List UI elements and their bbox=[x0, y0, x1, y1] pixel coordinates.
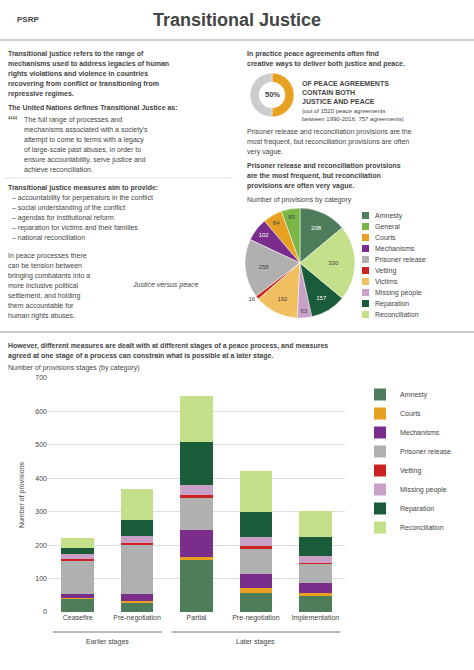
svg-text:The United Nations defines Tra: The United Nations defines Transitional … bbox=[8, 104, 178, 111]
svg-text:(out of 1520 peace agreements: (out of 1520 peace agreements bbox=[302, 108, 385, 114]
svg-text:ensure accountability, serve j: ensure accountability, serve justice and bbox=[24, 156, 146, 164]
svg-text:Mechanisms: Mechanisms bbox=[400, 429, 440, 436]
svg-text:16: 16 bbox=[248, 296, 255, 302]
svg-text:Number of provisions: Number of provisions bbox=[18, 461, 26, 528]
svg-text:Partial: Partial bbox=[187, 614, 207, 621]
svg-text:83: 83 bbox=[288, 214, 295, 220]
svg-text:attempt to come to terms with: attempt to come to terms with a legacy bbox=[24, 136, 144, 144]
svg-text:creative ways to deliver both: creative ways to deliver both justice an… bbox=[247, 60, 405, 68]
svg-text:very vague.: very vague. bbox=[247, 148, 283, 156]
svg-text:Number of provisions by catego: Number of provisions by category bbox=[247, 196, 352, 204]
svg-text:600: 600 bbox=[35, 408, 47, 415]
svg-text:Reconciliation: Reconciliation bbox=[400, 524, 444, 531]
svg-text:700: 700 bbox=[35, 374, 47, 381]
svg-text:are the most frequent, but rec: are the most frequent, but reconciliatio… bbox=[247, 172, 381, 180]
svg-text:OF PEACE AGREEMENTS: OF PEACE AGREEMENTS bbox=[302, 80, 389, 87]
svg-text:CONTAIN BOTH: CONTAIN BOTH bbox=[302, 89, 355, 96]
svg-text:repressive regimes.: repressive regimes. bbox=[8, 90, 74, 98]
svg-text:between 1990-2016, 757 agreeme: between 1990-2016, 757 agreements) bbox=[302, 116, 404, 122]
svg-text:84: 84 bbox=[273, 220, 280, 226]
svg-text:500: 500 bbox=[35, 441, 47, 448]
svg-text:Justice versus peace: Justice versus peace bbox=[132, 281, 198, 289]
svg-text:63: 63 bbox=[300, 308, 307, 314]
svg-text:192: 192 bbox=[277, 296, 288, 302]
svg-text:mechanisms used to address leg: mechanisms used to address legacies of h… bbox=[8, 60, 169, 68]
svg-text:– national reconciliation: – national reconciliation bbox=[12, 234, 85, 241]
svg-text:settlement, and holding: settlement, and holding bbox=[8, 292, 80, 300]
svg-text:208: 208 bbox=[311, 225, 322, 231]
svg-text:Mechanisms: Mechanisms bbox=[375, 245, 415, 252]
svg-text:Prisoner release and reconcili: Prisoner release and reconciliation prov… bbox=[247, 128, 412, 136]
svg-text:more inclusive political: more inclusive political bbox=[8, 282, 78, 290]
svg-text:300: 300 bbox=[35, 508, 47, 515]
svg-text:rights violations and violence: rights violations and violence in countr… bbox=[8, 70, 148, 78]
svg-text:recovering from conflict or tr: recovering from conflict or transitionin… bbox=[8, 80, 159, 88]
svg-text:However, different measures ar: However, different measures are dealt wi… bbox=[8, 342, 328, 350]
svg-text:Reconciliation: Reconciliation bbox=[375, 311, 419, 318]
svg-text:most frequent, but reconciliat: most frequent, but reconciliation provis… bbox=[247, 138, 409, 146]
svg-text:Transitional justice refers to: Transitional justice refers to the range… bbox=[8, 50, 144, 58]
svg-text:provisions are often very vagu: provisions are often very vague. bbox=[247, 182, 354, 190]
svg-text:Amnesty: Amnesty bbox=[400, 391, 428, 399]
svg-text:– social understanding of the: – social understanding of the conflict bbox=[12, 204, 125, 212]
svg-text:Later stages: Later stages bbox=[236, 638, 275, 646]
svg-text:Prisoner release: Prisoner release bbox=[375, 256, 426, 263]
svg-text:can be tension between: can be tension between bbox=[8, 262, 82, 269]
svg-text:Vetting: Vetting bbox=[400, 467, 422, 475]
svg-text:Amnesty: Amnesty bbox=[375, 212, 403, 220]
svg-text:Reparation: Reparation bbox=[400, 505, 434, 513]
svg-text:Vetting: Vetting bbox=[375, 267, 397, 275]
svg-text:Courts: Courts bbox=[375, 234, 396, 241]
svg-text:0: 0 bbox=[43, 608, 47, 615]
svg-text:Pre-negotiation: Pre-negotiation bbox=[232, 614, 280, 622]
svg-text:– agendas for institutional re: – agendas for institutional reform bbox=[12, 214, 114, 222]
svg-text:157: 157 bbox=[316, 295, 327, 301]
svg-text:50%: 50% bbox=[265, 90, 280, 99]
svg-text:– reparation for victims and t: – reparation for victims and their famil… bbox=[12, 224, 138, 232]
svg-text:Victims: Victims bbox=[375, 278, 398, 285]
svg-text:mechanisms associated with a s: mechanisms associated with a society’s bbox=[24, 126, 148, 134]
svg-text:In peace processes there: In peace processes there bbox=[8, 252, 87, 260]
svg-text:““: ““ bbox=[8, 113, 18, 129]
svg-text:Missing people: Missing people bbox=[375, 289, 422, 297]
svg-text:– accountability for perpetrat: – accountability for perpetrators in the… bbox=[12, 194, 153, 202]
svg-text:Missing people: Missing people bbox=[400, 486, 447, 494]
svg-text:JUSTICE AND PEACE: JUSTICE AND PEACE bbox=[302, 98, 375, 105]
svg-text:330: 330 bbox=[328, 260, 339, 266]
svg-text:bringing combatants into a: bringing combatants into a bbox=[8, 272, 90, 280]
svg-text:PSRP: PSRP bbox=[17, 15, 39, 24]
svg-text:102: 102 bbox=[259, 232, 270, 238]
svg-text:258: 258 bbox=[259, 264, 270, 270]
svg-text:human rights abuses.: human rights abuses. bbox=[8, 312, 75, 320]
svg-text:agreed at one stage of a proce: agreed at one stage of a process can con… bbox=[8, 352, 273, 360]
svg-text:In practice peace agreements o: In practice peace agreements often find bbox=[247, 50, 379, 58]
svg-text:200: 200 bbox=[35, 542, 47, 549]
svg-text:Implementation: Implementation bbox=[291, 614, 339, 622]
svg-text:of large-scale past abuses, in: of large-scale past abuses, in order to bbox=[24, 146, 141, 154]
svg-text:General: General bbox=[375, 223, 400, 230]
svg-text:Prisoner release: Prisoner release bbox=[400, 448, 451, 455]
svg-text:Transitional Justice: Transitional Justice bbox=[153, 10, 321, 30]
svg-text:Courts: Courts bbox=[400, 410, 421, 417]
svg-text:Number of provisions stages (b: Number of provisions stages (by category… bbox=[8, 364, 140, 372]
svg-text:them accountable for: them accountable for bbox=[8, 302, 74, 309]
svg-text:Pre-negotiation: Pre-negotiation bbox=[113, 614, 161, 622]
svg-text:achieve reconciliation.: achieve reconciliation. bbox=[24, 166, 93, 173]
svg-text:100: 100 bbox=[35, 575, 47, 582]
svg-text:Prisoner release and reconcili: Prisoner release and reconciliation prov… bbox=[247, 162, 401, 170]
svg-text:Ceasefire: Ceasefire bbox=[63, 614, 93, 621]
svg-text:Reparation: Reparation bbox=[375, 300, 409, 308]
svg-text:400: 400 bbox=[35, 475, 47, 482]
svg-text:The full range of processes an: The full range of processes and bbox=[24, 116, 122, 124]
svg-text:Earlier stages: Earlier stages bbox=[86, 638, 129, 646]
svg-text:Transitional justice measures: Transitional justice measures aim to pro… bbox=[8, 184, 158, 192]
